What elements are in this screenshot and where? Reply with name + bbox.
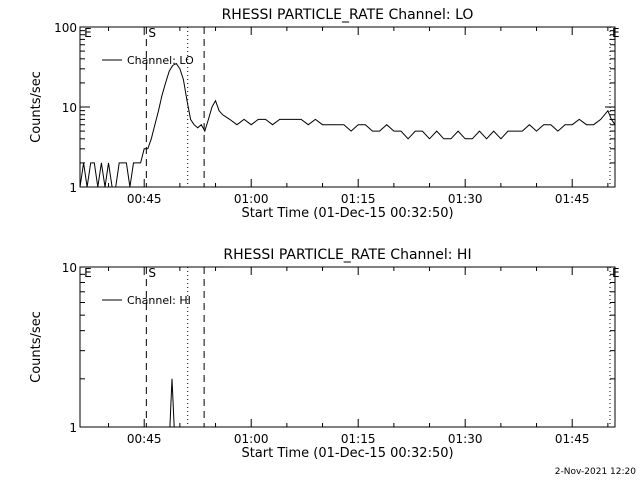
legend-label: Channel: HI bbox=[127, 294, 191, 307]
x-tick-label: 01:15 bbox=[341, 432, 376, 446]
y-tick-label: 100 bbox=[54, 21, 77, 35]
x-axis-label: Start Time (01-Dec-15 00:32:50) bbox=[241, 206, 453, 221]
y-tick-label: 1 bbox=[69, 181, 77, 195]
x-tick-label: 00:45 bbox=[127, 192, 162, 206]
footer-timestamp: 2-Nov-2021 12:20 bbox=[555, 467, 637, 477]
chart-title: RHESSI PARTICLE_RATE Channel: LO bbox=[222, 7, 474, 23]
x-tick-label: 01:15 bbox=[341, 192, 376, 206]
y-axis-label: Counts/sec bbox=[29, 311, 44, 383]
event-marker-label: E bbox=[612, 266, 620, 280]
x-tick-label: 01:30 bbox=[448, 192, 483, 206]
chart-title: RHESSI PARTICLE_RATE Channel: HI bbox=[223, 247, 471, 263]
event-marker-label: S bbox=[148, 26, 156, 40]
series-layer bbox=[80, 62, 615, 187]
event-marker-label: E bbox=[84, 26, 92, 40]
x-axis-label: Start Time (01-Dec-15 00:32:50) bbox=[241, 446, 453, 461]
x-tick-label: 01:30 bbox=[448, 432, 483, 446]
annotation-layer bbox=[145, 27, 611, 187]
x-tick-label: 01:45 bbox=[555, 432, 590, 446]
panel-lo-channel: RHESSI PARTICLE_RATE Channel: LO 00:45 01:… bbox=[29, 7, 620, 221]
x-tick-label: 01:00 bbox=[234, 192, 269, 206]
panel-hi-channel: RHESSI PARTICLE_RATE Channel: HI 00:45 01:… bbox=[29, 247, 620, 461]
plot-frame bbox=[79, 26, 616, 188]
y-tick-label: 10 bbox=[62, 101, 77, 115]
series-layer bbox=[169, 378, 175, 427]
plot-frame bbox=[79, 266, 616, 428]
x-tick-label: 01:00 bbox=[234, 432, 269, 446]
x-tick-label: 00:45 bbox=[127, 432, 162, 446]
event-marker-label: E bbox=[84, 266, 92, 280]
series-line bbox=[80, 62, 615, 187]
annotation-layer bbox=[145, 267, 611, 427]
y-tick-label: 1 bbox=[69, 421, 77, 435]
y-tick-label: 10 bbox=[62, 261, 77, 275]
x-tick-label: 01:45 bbox=[555, 192, 590, 206]
event-marker-label: S bbox=[148, 266, 156, 280]
event-marker-label: E bbox=[612, 26, 620, 40]
legend-label: Channel: LO bbox=[127, 54, 194, 67]
y-axis-label: Counts/sec bbox=[29, 71, 44, 143]
series-line bbox=[169, 378, 175, 427]
